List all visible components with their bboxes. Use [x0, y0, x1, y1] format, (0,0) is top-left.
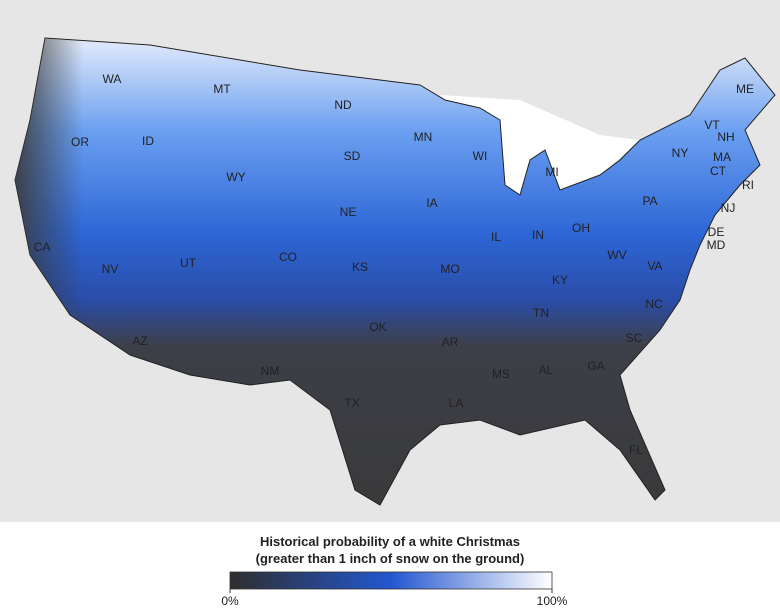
state-labels: WA OR CA NV ID MT WY UT AZ CO NM ND SD NE KS OK TX MN IA MO…: [34, 72, 754, 457]
state-label: WV: [607, 248, 626, 262]
state-label: SD: [344, 149, 361, 163]
state-label: TX: [344, 396, 359, 410]
state-label: ID: [142, 134, 154, 148]
coast-shade: [15, 38, 775, 505]
color-scale: [229, 571, 553, 590]
state-label: KS: [352, 260, 368, 274]
state-label: VA: [647, 259, 662, 273]
tick-label: 0%: [221, 594, 239, 608]
state-label: AZ: [132, 334, 147, 348]
state-label: IA: [426, 196, 437, 210]
state-label: AL: [539, 363, 554, 377]
state-label: WI: [473, 149, 488, 163]
state-label: NE: [340, 205, 357, 219]
state-label: NJ: [721, 201, 736, 215]
state-label: FL: [629, 443, 643, 457]
scale-ticks: 0% 100%: [221, 589, 568, 608]
state-label: NY: [672, 146, 689, 160]
state-label: NM: [261, 364, 280, 378]
state-label: WY: [226, 170, 245, 184]
state-label: SC: [626, 331, 643, 345]
legend-subtitle: (greater than 1 inch of snow on the grou…: [256, 551, 525, 566]
state-label: VT: [704, 118, 720, 132]
state-label: CT: [710, 164, 727, 178]
state-label: NC: [645, 297, 663, 311]
state-label: MO: [440, 262, 459, 276]
state-label: MA: [713, 150, 731, 164]
state-label: TN: [533, 306, 549, 320]
state-label: ME: [736, 82, 754, 96]
state-label: WA: [103, 72, 122, 86]
state-label: NH: [717, 130, 734, 144]
state-label: OR: [71, 135, 89, 149]
state-label: MT: [213, 82, 231, 96]
state-label: MN: [414, 130, 433, 144]
state-label: MI: [545, 165, 558, 179]
state-label: IN: [532, 228, 544, 242]
legend-title: Historical probability of a white Christ…: [260, 534, 520, 549]
state-label: IL: [491, 230, 501, 244]
state-label: OH: [572, 221, 590, 235]
state-label: CA: [34, 240, 51, 254]
state-label: AR: [442, 335, 459, 349]
state-label: CO: [279, 250, 297, 264]
state-label: MD: [707, 238, 726, 252]
state-label: PA: [642, 194, 657, 208]
state-label: RI: [742, 178, 754, 192]
state-label: OK: [369, 320, 386, 334]
state-label: LA: [449, 396, 464, 410]
state-label: MS: [492, 367, 510, 381]
state-label: NV: [102, 262, 119, 276]
state-label: DE: [708, 225, 725, 239]
state-label: GA: [587, 359, 604, 373]
state-label: UT: [180, 256, 197, 270]
legend-background: [0, 522, 780, 609]
state-label: ND: [334, 98, 352, 112]
tick-label: 100%: [537, 594, 568, 608]
state-label: KY: [552, 273, 568, 287]
